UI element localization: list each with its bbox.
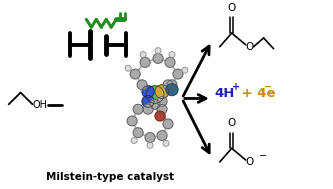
Circle shape bbox=[142, 96, 154, 107]
Text: O: O bbox=[227, 3, 236, 12]
Circle shape bbox=[127, 116, 137, 126]
Text: + 4e: + 4e bbox=[237, 87, 275, 100]
Circle shape bbox=[155, 48, 161, 53]
Circle shape bbox=[157, 97, 167, 106]
Text: −: − bbox=[259, 151, 267, 161]
Circle shape bbox=[130, 69, 140, 79]
Circle shape bbox=[167, 80, 177, 90]
Text: O: O bbox=[245, 157, 254, 167]
Circle shape bbox=[163, 140, 169, 146]
Text: OH: OH bbox=[33, 100, 48, 110]
Circle shape bbox=[155, 85, 169, 98]
Circle shape bbox=[133, 128, 143, 138]
Circle shape bbox=[166, 84, 178, 96]
Circle shape bbox=[142, 86, 154, 98]
Circle shape bbox=[150, 99, 160, 109]
Circle shape bbox=[133, 104, 143, 114]
Circle shape bbox=[125, 65, 131, 71]
Circle shape bbox=[146, 86, 164, 103]
Circle shape bbox=[143, 104, 153, 114]
Circle shape bbox=[182, 67, 188, 73]
Circle shape bbox=[173, 69, 183, 79]
Text: −: − bbox=[264, 82, 272, 92]
Circle shape bbox=[147, 143, 153, 148]
Circle shape bbox=[157, 104, 167, 114]
Circle shape bbox=[155, 111, 165, 121]
Circle shape bbox=[145, 133, 155, 143]
Text: 4H: 4H bbox=[215, 87, 235, 100]
Text: O: O bbox=[245, 42, 254, 52]
Circle shape bbox=[131, 138, 137, 143]
Text: Milstein-type catalyst: Milstein-type catalyst bbox=[46, 172, 174, 182]
Circle shape bbox=[157, 131, 167, 140]
Circle shape bbox=[140, 52, 146, 57]
Circle shape bbox=[140, 57, 150, 67]
Circle shape bbox=[169, 52, 175, 57]
Text: O: O bbox=[227, 118, 236, 128]
Circle shape bbox=[163, 80, 173, 90]
Circle shape bbox=[165, 57, 175, 67]
Circle shape bbox=[137, 80, 147, 90]
Text: +: + bbox=[232, 82, 240, 92]
Circle shape bbox=[153, 53, 163, 63]
Circle shape bbox=[163, 119, 173, 129]
